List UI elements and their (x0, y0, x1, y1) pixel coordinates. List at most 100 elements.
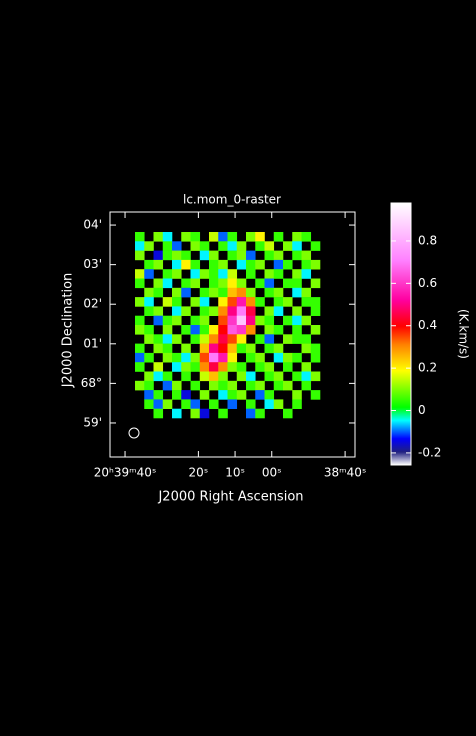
raster-cell (172, 334, 182, 344)
raster-cell (199, 287, 210, 298)
raster-cell (246, 380, 256, 391)
raster-cell (162, 250, 173, 261)
raster-cell (162, 371, 173, 382)
x-tick-label: 20ʰ39ᵐ40ˢ (94, 466, 157, 480)
raster-cell (181, 371, 191, 382)
raster-cell (310, 371, 321, 382)
raster-cell (218, 306, 228, 316)
raster-cell (236, 371, 247, 382)
raster-cell (264, 334, 275, 344)
raster-cell (153, 408, 164, 419)
raster-cell (135, 250, 145, 261)
raster-cell (153, 250, 164, 261)
raster-cell (172, 315, 182, 326)
raster-cell (172, 390, 182, 400)
raster-cell (162, 352, 173, 363)
raster-cell (301, 343, 312, 354)
raster-cell (135, 315, 145, 326)
raster-cell (181, 250, 191, 261)
raster-cell (264, 362, 275, 372)
raster-cell (273, 371, 284, 382)
raster-cell (301, 297, 312, 307)
raster-cell (264, 325, 275, 335)
raster-cell (199, 352, 210, 363)
raster-cell (255, 297, 265, 307)
raster-cell (172, 287, 182, 298)
raster-cell (153, 306, 164, 316)
raster-cell (144, 269, 154, 279)
raster-cell (236, 287, 247, 298)
raster-cell (255, 259, 265, 270)
raster-cell (292, 352, 302, 363)
raster-cell (264, 269, 275, 279)
raster-cell (264, 250, 275, 261)
raster-cell (255, 334, 265, 344)
raster-cell (301, 371, 312, 382)
colorbar-tick-label: 0.2 (418, 361, 437, 375)
raster-cell (144, 371, 154, 382)
raster-cell (144, 380, 154, 391)
x-tick-label: 38ᵐ40ˢ (324, 466, 367, 480)
raster-cell (246, 371, 256, 382)
raster-cell (190, 399, 201, 409)
raster-cell (246, 315, 256, 326)
raster-cell (292, 399, 302, 409)
raster-cell (264, 287, 275, 298)
raster-cell (292, 250, 302, 261)
raster-cell (199, 315, 210, 326)
raster-cell (310, 259, 321, 270)
raster-cell (218, 315, 228, 326)
raster-cell (264, 315, 275, 326)
raster-cell (218, 408, 228, 419)
raster-cell (264, 343, 275, 354)
raster-cell (310, 278, 321, 289)
raster-cell (255, 390, 265, 400)
y-tick-label: 01' (83, 336, 102, 350)
raster-cell (301, 250, 312, 261)
raster-cell (218, 362, 228, 372)
raster-cell (209, 399, 219, 409)
raster-cell (135, 241, 145, 251)
raster-cell (190, 278, 201, 289)
colorbar-label: (K.km/s) (457, 309, 471, 359)
raster-cell (255, 362, 265, 372)
raster-cell (218, 232, 228, 242)
raster-cell (209, 334, 219, 344)
raster-cell (209, 278, 219, 289)
raster-cell (209, 232, 219, 242)
raster-cell (144, 334, 154, 344)
raster-cell (162, 380, 173, 391)
raster-cell (227, 352, 238, 363)
raster-cell (209, 362, 219, 372)
raster-cell (135, 325, 145, 335)
raster-cell (199, 343, 210, 354)
raster-cell (310, 343, 321, 354)
raster-cell (283, 278, 293, 289)
raster-cell (218, 297, 228, 307)
raster-cell (264, 399, 275, 409)
raster-cell (181, 325, 191, 335)
raster-cell (283, 259, 293, 270)
raster-cell (199, 362, 210, 372)
raster-cell (144, 241, 154, 251)
raster-cell (273, 269, 284, 279)
raster-cell (172, 241, 182, 251)
raster-cell (236, 315, 247, 326)
raster-cell (227, 278, 238, 289)
colorbar-tick-label: 0 (418, 403, 426, 417)
raster-cell (181, 232, 191, 242)
raster-cell (162, 399, 173, 409)
raster-cell (310, 241, 321, 251)
raster-cell (209, 371, 219, 382)
colorbar-tick-label: 0.4 (418, 318, 437, 332)
raster-cell (301, 362, 312, 372)
raster-cell (190, 269, 201, 279)
raster-cell (218, 343, 228, 354)
raster-cell (264, 241, 275, 251)
raster-cell (273, 306, 284, 316)
raster-cell (144, 390, 154, 400)
raster-cell (181, 343, 191, 354)
raster-cell (190, 408, 201, 419)
